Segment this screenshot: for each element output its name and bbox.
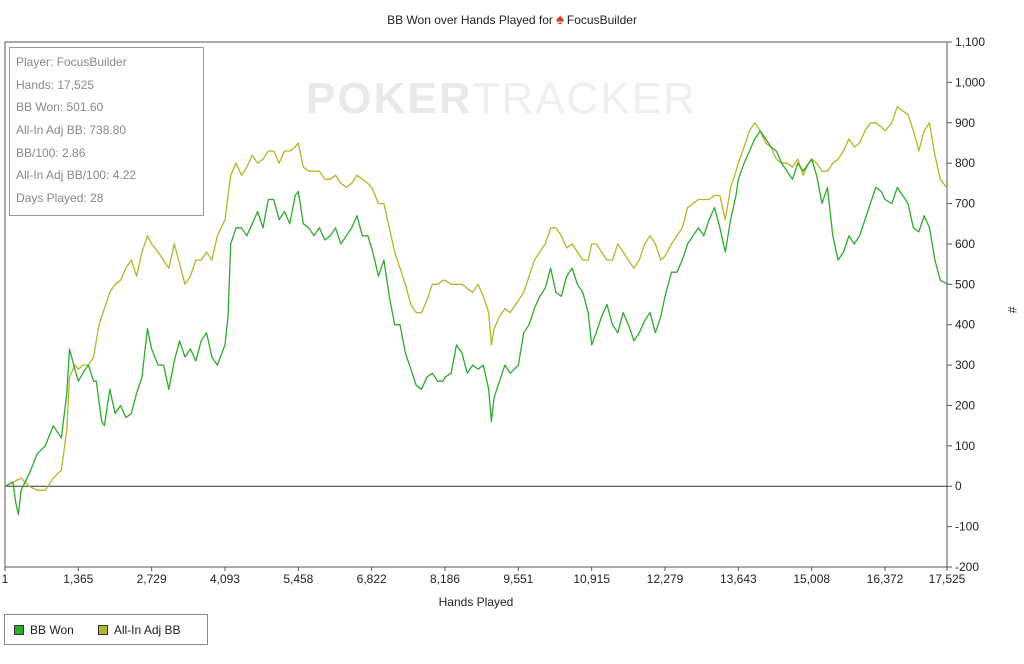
x-tick-label: 15,008 [793,572,830,586]
legend-swatch [14,624,24,635]
series-line-all-in-adj-bb [4,105,948,491]
legend-item-bb-won[interactable]: BB Won [14,623,74,637]
x-tick-label: 9,551 [503,572,533,586]
stat-bb-won: BB Won: 501.60 [16,100,104,115]
y-tick-label: 100 [955,439,975,453]
legend-swatch [97,624,108,635]
y-axis-label: # [1005,307,1019,314]
y-tick-label: 600 [955,237,975,251]
y-tick-label: 300 [955,358,975,372]
y-tick-label: 1,000 [955,75,985,89]
x-tick-label: 6,822 [357,572,387,586]
x-tick-label: 17,525 [929,572,966,586]
stat-all-in-adj-bb: All-In Adj BB: 738.80 [16,123,127,138]
legend-label: All-In Adj BB [113,622,181,637]
stat-all-in-adj-bb-per-100: All-In Adj BB/100: 4.22 [16,168,137,183]
chart-legend: BB Won All-In Adj BB [4,614,208,645]
plot-area [4,41,948,568]
x-tick-label: 1,365 [63,572,93,586]
spade-icon: ♠ [555,11,564,28]
stat-player: Player: FocusBuilder [16,55,127,69]
x-axis-label: Hands Played [439,595,514,609]
chart-title: BB Won over Hands Played for ♠ FocusBuilde… [0,11,1024,28]
player-stats-box: Player: FocusBuilder Hands: 17,525 BB Wo… [9,47,204,216]
x-tick-label: 1 [2,572,9,586]
series-line-bb-won [4,130,948,516]
y-tick-label: 800 [955,156,975,170]
y-tick-label: 900 [955,116,975,130]
x-tick-label: 16,372 [867,572,904,586]
chart-title-prefix: BB Won over Hands Played for [387,13,553,27]
y-tick-label: 400 [955,318,975,332]
y-tick-label: 700 [955,197,975,211]
y-tick-label: 500 [955,277,975,291]
y-tick-label: -200 [955,560,979,574]
x-tick-label: 4,093 [210,572,240,586]
chart-title-player: FocusBuilder [566,13,637,27]
x-tick-label: 12,279 [647,572,684,586]
stat-days-played: Days Played: 28 [16,191,104,206]
stat-bb-per-100: BB/100: 2.86 [16,145,86,160]
legend-label: BB Won [30,622,74,637]
x-tick-label: 10,915 [573,572,610,586]
stat-hands: Hands: 17,525 [16,77,95,92]
pokertracker-watermark-logo: POKERTRACKER [306,74,697,123]
legend-item-all-in-adj-bb[interactable]: All-In Adj BB [97,622,181,637]
y-tick-label: 1,100 [955,35,985,49]
y-tick-label: -100 [955,520,979,534]
x-tick-label: 5,458 [283,572,313,586]
x-tick-label: 8,186 [430,572,460,586]
y-tick-label: 200 [955,398,975,412]
y-tick-label: 0 [955,479,962,493]
x-tick-label: 2,729 [137,572,167,586]
x-tick-label: 13,643 [720,572,757,586]
